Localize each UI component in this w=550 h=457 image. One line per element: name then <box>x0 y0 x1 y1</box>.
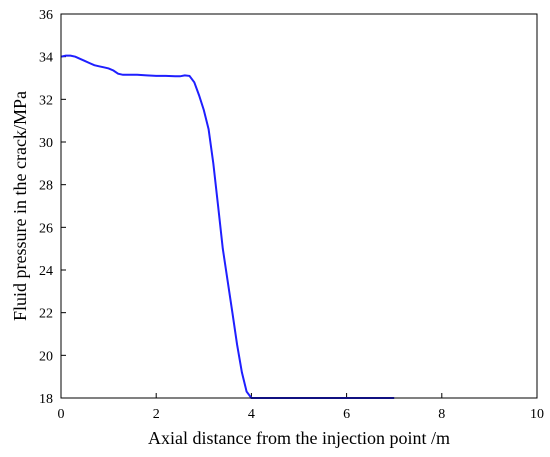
x-tick-label: 8 <box>438 407 445 422</box>
y-tick-label: 28 <box>39 179 53 194</box>
y-tick-label: 36 <box>39 8 53 23</box>
y-tick-label: 34 <box>39 51 53 66</box>
x-tick-label: 4 <box>248 407 255 422</box>
y-tick-label: 30 <box>39 136 53 151</box>
x-tick-label: 0 <box>58 407 65 422</box>
x-axis-title: Axial distance from the injection point … <box>148 428 450 448</box>
pressure-series-line <box>60 54 395 399</box>
y-tick-label: 24 <box>39 264 53 279</box>
y-tick-label: 20 <box>39 349 53 364</box>
y-axis-ticks <box>61 13 66 399</box>
y-tick-label: 22 <box>39 307 53 322</box>
x-tick-label: 6 <box>343 407 350 422</box>
plot-area-frame <box>60 13 538 399</box>
x-tick-label: 10 <box>530 407 544 422</box>
y-tick-label: 26 <box>39 221 53 236</box>
x-axis-tick-labels: 0 2 4 6 8 10 <box>58 407 545 422</box>
x-tick-label: 2 <box>153 407 160 422</box>
y-tick-label: 18 <box>39 392 53 407</box>
y-axis-title: Fluid pressure in the crack/MPa <box>10 91 30 321</box>
y-tick-label: 32 <box>39 93 53 108</box>
y-axis-tick-labels: 18 20 22 24 26 28 30 32 34 36 <box>39 8 53 407</box>
